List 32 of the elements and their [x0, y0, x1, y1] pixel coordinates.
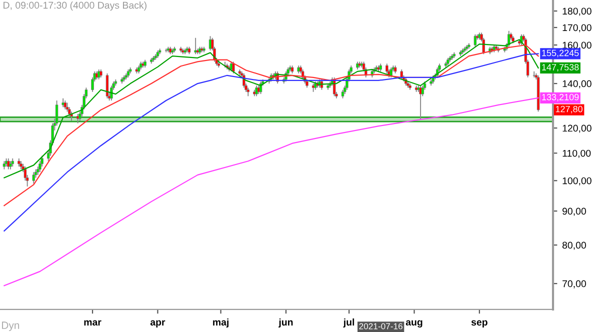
x-tick-label: mar [84, 320, 102, 326]
data-label: 147,7538 [542, 64, 579, 72]
y-tick-label: 70,00 [562, 280, 586, 288]
y-tick-label: 100,00 [562, 177, 592, 186]
candlestick [386, 63, 388, 74]
x-tick-label: maj [213, 318, 228, 328]
y-tick-label: 120,00 [562, 124, 592, 133]
x-tick-label: jul [343, 318, 354, 328]
x-tick-label: apr [150, 320, 166, 328]
candlestick [232, 61, 235, 74]
x-tick-label: jun [278, 318, 293, 328]
candlestick [400, 68, 403, 80]
candlestick [32, 172, 36, 184]
x-tick-label: sep [471, 320, 488, 328]
candlestick [55, 100, 58, 126]
y-tick-label: 80,00 [562, 242, 586, 250]
y-tick-label: 90,00 [562, 208, 586, 216]
y-tick-label: 160,00 [562, 42, 592, 50]
x-tick-label: aug [406, 320, 422, 328]
y-tick-label: 180,00 [562, 8, 592, 16]
y-tick-label: 110,00 [562, 150, 591, 158]
candlestick [301, 68, 304, 80]
data-label: 155,2245 [542, 50, 579, 58]
y-tick-label: 140,00 [562, 80, 592, 88]
y-tick-label: 170,00 [562, 24, 592, 32]
text: 2021-07-16 [359, 323, 402, 330]
candlestick [255, 85, 258, 97]
text: Dyn [2, 322, 20, 332]
candlestick [68, 106, 71, 117]
data-label: 133,2109 [542, 94, 579, 102]
text: 127,80 [556, 106, 582, 114]
chart-title: D, 09:00-17:30 (4000 Days Back) [4, 2, 146, 11]
